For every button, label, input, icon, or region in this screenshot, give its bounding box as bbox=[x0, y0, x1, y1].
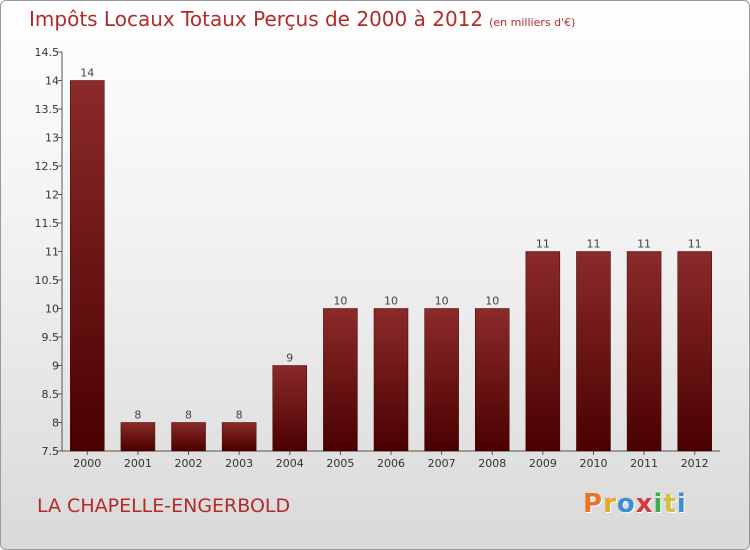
x-tick-label: 2006 bbox=[377, 457, 405, 470]
bar-value-label: 11 bbox=[536, 238, 550, 251]
bar-value-label: 11 bbox=[586, 238, 600, 251]
bar-2003 bbox=[221, 422, 257, 452]
y-tick-label: 14 bbox=[45, 75, 59, 88]
y-tick-label: 9 bbox=[52, 360, 59, 373]
chart-bars: 14 8 8 8 9 10 10 10 10 11 11 11 11 bbox=[70, 67, 712, 452]
x-tick-label: 2001 bbox=[124, 457, 152, 470]
bar-2009 bbox=[525, 251, 561, 452]
y-tick-label: 8.5 bbox=[42, 388, 60, 401]
bar-value-label: 8 bbox=[236, 409, 243, 422]
bar-2008 bbox=[474, 308, 510, 452]
x-tick-label: 2012 bbox=[681, 457, 709, 470]
y-tick-label: 11 bbox=[45, 246, 59, 259]
logo-letter: P bbox=[583, 489, 604, 519]
y-tick-label: 7.5 bbox=[42, 445, 60, 458]
bar-2004 bbox=[272, 365, 308, 452]
bar-2010 bbox=[576, 251, 611, 452]
bar-value-label: 10 bbox=[384, 295, 398, 308]
proxiti-logo[interactable]: Proxiti bbox=[583, 489, 687, 519]
chart-unit: (en milliers d'€) bbox=[489, 16, 576, 29]
logo-letter: r bbox=[603, 489, 617, 519]
bar-value-label: 10 bbox=[333, 295, 347, 308]
y-tick-label: 8 bbox=[52, 417, 59, 430]
chart-title: Impôts Locaux Totaux Perçus de 2000 à 20… bbox=[29, 7, 575, 31]
y-tick-label: 13.5 bbox=[35, 103, 60, 116]
x-tick-label: 2011 bbox=[630, 457, 658, 470]
logo-letter: i bbox=[653, 489, 664, 519]
bar-2011 bbox=[626, 251, 662, 452]
bar-value-label: 8 bbox=[185, 409, 192, 422]
bar-value-label: 9 bbox=[286, 352, 293, 365]
chart-axes: 7.5 8 8.5 9 9.5 10 10.5 11 11.5 12 12.5 13 13.5 14 14.… bbox=[35, 46, 720, 470]
x-tick-label: 2004 bbox=[276, 457, 304, 470]
bar-value-label: 11 bbox=[688, 238, 702, 251]
bar-value-label: 10 bbox=[485, 295, 499, 308]
y-tick-label: 10 bbox=[45, 303, 59, 316]
y-tick-label: 11.5 bbox=[35, 217, 60, 230]
bar-2012 bbox=[677, 251, 712, 452]
bar-2007 bbox=[424, 308, 459, 452]
y-tick-label: 10.5 bbox=[35, 274, 60, 287]
x-tick-label: 2007 bbox=[428, 457, 456, 470]
x-tick-label: 2005 bbox=[326, 457, 354, 470]
bar-value-label: 10 bbox=[435, 295, 449, 308]
y-tick-label: 12 bbox=[45, 189, 59, 202]
bar-value-label: 8 bbox=[134, 409, 141, 422]
bar-value-label: 14 bbox=[80, 67, 94, 80]
chart-title-text: Impôts Locaux Totaux Perçus de 2000 à 20… bbox=[29, 7, 484, 31]
x-tick-label: 2010 bbox=[579, 457, 607, 470]
y-tick-label: 14.5 bbox=[35, 46, 60, 59]
location-name: LA CHAPELLE-ENGERBOLD bbox=[37, 495, 291, 517]
x-tick-label: 2009 bbox=[529, 457, 557, 470]
x-tick-label: 2008 bbox=[478, 457, 506, 470]
bar-2000 bbox=[70, 80, 105, 452]
x-tick-label: 2002 bbox=[175, 457, 203, 470]
bar-value-label: 11 bbox=[637, 238, 651, 251]
bar-2002 bbox=[171, 422, 206, 452]
logo-letter: o bbox=[616, 489, 636, 519]
x-tick-label: 2000 bbox=[73, 457, 101, 470]
logo-letter: x bbox=[635, 489, 654, 519]
x-tick-label: 2003 bbox=[225, 457, 253, 470]
y-tick-label: 13 bbox=[45, 132, 59, 145]
y-tick-label: 9.5 bbox=[42, 331, 60, 344]
y-tick-label: 12.5 bbox=[35, 160, 60, 173]
bar-2005 bbox=[323, 308, 358, 452]
logo-letter: i bbox=[676, 489, 687, 519]
bar-2001 bbox=[120, 422, 156, 452]
bar-2006 bbox=[373, 308, 409, 452]
logo-letter: t bbox=[663, 489, 677, 519]
